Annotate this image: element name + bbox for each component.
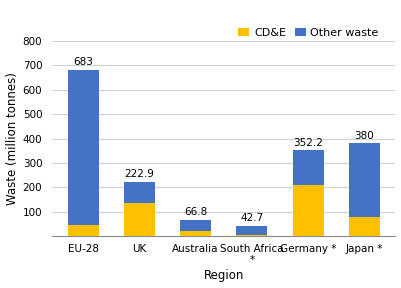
Bar <box>68 225 99 236</box>
Bar <box>237 235 267 236</box>
Text: 683: 683 <box>73 57 93 67</box>
Bar <box>293 185 324 236</box>
Bar <box>124 182 155 203</box>
Text: 380: 380 <box>354 131 374 141</box>
Y-axis label: Waste (million tonnes): Waste (million tonnes) <box>6 72 18 205</box>
Bar <box>349 143 380 217</box>
Bar <box>349 217 380 236</box>
Bar <box>124 203 155 236</box>
X-axis label: Region: Region <box>204 270 244 283</box>
Text: 66.8: 66.8 <box>184 207 207 217</box>
Text: 42.7: 42.7 <box>240 213 263 223</box>
Bar <box>68 69 99 225</box>
Bar <box>237 226 267 235</box>
Bar <box>180 231 211 236</box>
Bar <box>293 150 324 185</box>
Legend: CD&E, Other waste: CD&E, Other waste <box>234 23 383 42</box>
Bar <box>180 220 211 231</box>
Text: 222.9: 222.9 <box>124 169 154 179</box>
Text: 352.2: 352.2 <box>293 138 323 148</box>
